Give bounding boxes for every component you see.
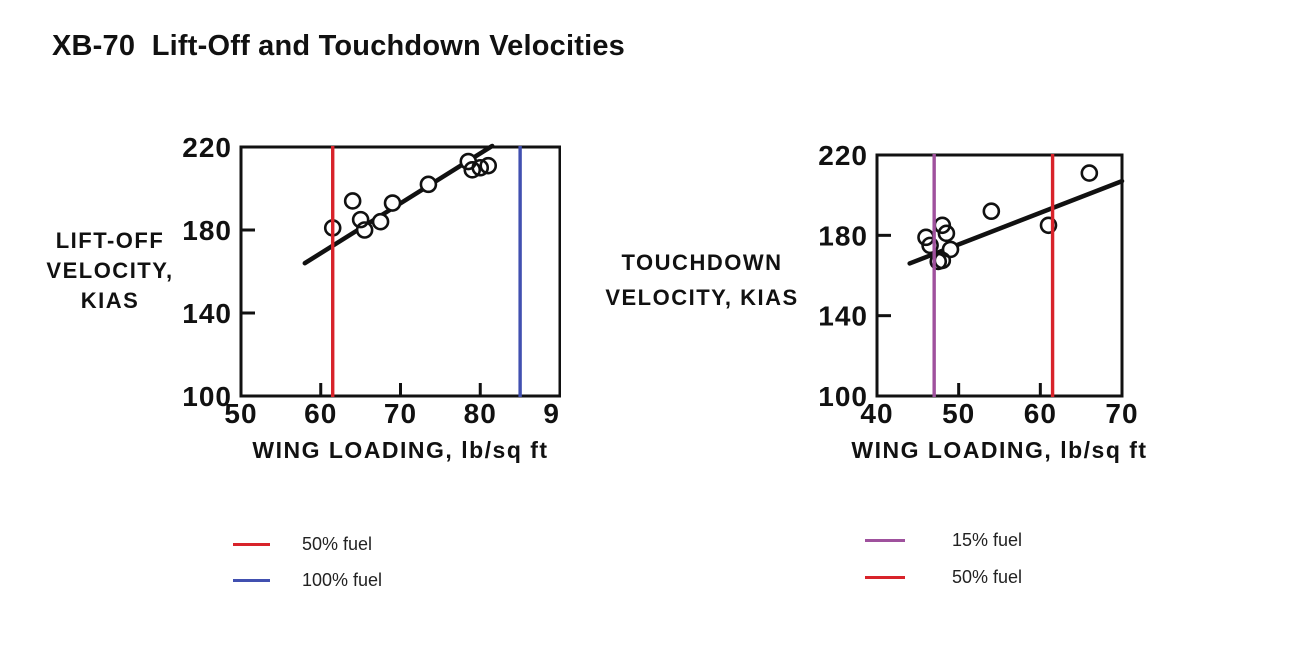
liftoff-velocity-chart: 100 140 180 220 50 60 70 80 90 WING LOADING, lb/s… <box>182 132 561 463</box>
data-point-fill <box>983 203 999 219</box>
x-tick-label: 50 <box>224 398 257 429</box>
legend-item: 50% fuel <box>233 533 382 555</box>
y-tick-label: 180 <box>182 215 232 246</box>
x-axis-label: WING LOADING, lb/sq ft <box>851 437 1147 463</box>
legend-item-label: 100% fuel <box>302 570 383 590</box>
legend-item-label: 50% fuel <box>302 534 373 554</box>
y-axis-label-line: VELOCITY, KIAS <box>605 285 799 310</box>
data-point-fill <box>345 193 361 209</box>
x-axis-label: WING LOADING, lb/sq ft <box>252 437 548 463</box>
x-tick-label: 50 <box>942 398 975 429</box>
x-tick-label: 40 <box>860 398 893 429</box>
touchdown-velocity-chart: 100 140 180 220 40 50 60 70 WING LOADING, lb/sq … <box>818 140 1147 463</box>
plot-frame <box>239 145 561 398</box>
legend-item: 15% fuel <box>865 529 1022 551</box>
data-point <box>463 161 482 179</box>
legend-line-swatch <box>233 542 270 546</box>
y-axis-label-line: VELOCITY, <box>46 258 174 283</box>
x-tick-label: 60 <box>304 398 337 429</box>
legend-line-swatch <box>865 538 905 542</box>
x-tick-label: 70 <box>384 398 417 429</box>
plot-frame <box>875 153 1124 398</box>
legend-line-swatch <box>865 575 905 579</box>
y-tick-label: 140 <box>182 298 232 329</box>
y-axis-label-line: LIFT-OFF <box>55 228 165 253</box>
x-tick-label: 90 <box>543 398 561 429</box>
touchdown-y-axis-label: TOUCHDOWN VELOCITY, KIAS <box>602 245 802 315</box>
y-tick-label: 220 <box>182 132 232 163</box>
y-axis-label-line: TOUCHDOWN <box>621 250 783 275</box>
legend-item: 50% fuel <box>865 566 1022 588</box>
data-point <box>937 224 956 243</box>
data-point-fill <box>385 195 401 211</box>
x-tick-label: 80 <box>464 398 497 429</box>
data-point <box>479 156 498 175</box>
data-point <box>982 202 1001 221</box>
legend-item: 100% fuel <box>233 569 382 591</box>
legend-item-label: 15% fuel <box>952 530 1023 550</box>
y-tick-label: 140 <box>818 301 868 332</box>
y-tick-label: 100 <box>182 381 232 412</box>
y-axis-label-line: KIAS <box>80 288 140 313</box>
data-point <box>419 175 438 194</box>
legend-item-label: 50% fuel <box>952 567 1023 587</box>
page-title: XB-70 Lift-Off and Touchdown Velocities <box>52 30 625 62</box>
data-point-fill <box>938 225 954 241</box>
data-point <box>343 192 362 210</box>
data-point <box>371 212 390 231</box>
data-point <box>471 158 490 177</box>
x-tick-label: 60 <box>1024 398 1057 429</box>
data-point <box>941 240 960 259</box>
x-tick-label: 70 <box>1105 398 1138 429</box>
data-point <box>351 210 370 229</box>
liftoff-legend: 50% fuel 100% fuel <box>233 533 382 591</box>
data-point <box>1039 216 1058 235</box>
data-point-fill <box>1081 165 1097 181</box>
touchdown-legend: 15% fuel 50% fuel <box>865 529 1022 588</box>
data-point <box>921 236 939 255</box>
y-tick-label: 180 <box>818 220 868 251</box>
data-point-fill <box>420 176 436 192</box>
legend-line-swatch <box>233 578 270 582</box>
y-tick-label: 100 <box>818 381 868 412</box>
data-point <box>383 194 402 212</box>
data-point <box>355 221 374 239</box>
y-tick-label: 220 <box>818 140 868 171</box>
data-point-fill <box>373 214 389 230</box>
data-point <box>1080 164 1099 182</box>
liftoff-y-axis-label: LIFT-OFF VELOCITY, KIAS <box>44 226 176 316</box>
